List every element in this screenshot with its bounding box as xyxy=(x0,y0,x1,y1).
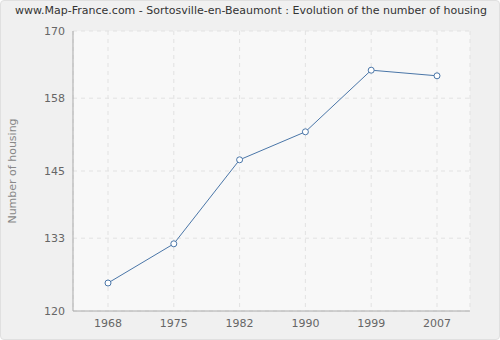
svg-text:1968: 1968 xyxy=(94,317,122,330)
svg-text:1999: 1999 xyxy=(357,317,385,330)
svg-text:170: 170 xyxy=(44,25,65,38)
svg-text:1975: 1975 xyxy=(160,317,188,330)
svg-text:158: 158 xyxy=(44,92,65,105)
svg-text:145: 145 xyxy=(44,165,65,178)
svg-text:1982: 1982 xyxy=(226,317,254,330)
svg-text:Number of housing: Number of housing xyxy=(8,118,19,223)
svg-text:2007: 2007 xyxy=(423,317,451,330)
svg-text:133: 133 xyxy=(44,232,65,245)
svg-text:1990: 1990 xyxy=(291,317,319,330)
svg-text:120: 120 xyxy=(44,305,65,318)
html-text:www.Map-France.com - Sortosvil: www.Map-France.com - Sortosville-en-Beau… xyxy=(15,4,487,17)
